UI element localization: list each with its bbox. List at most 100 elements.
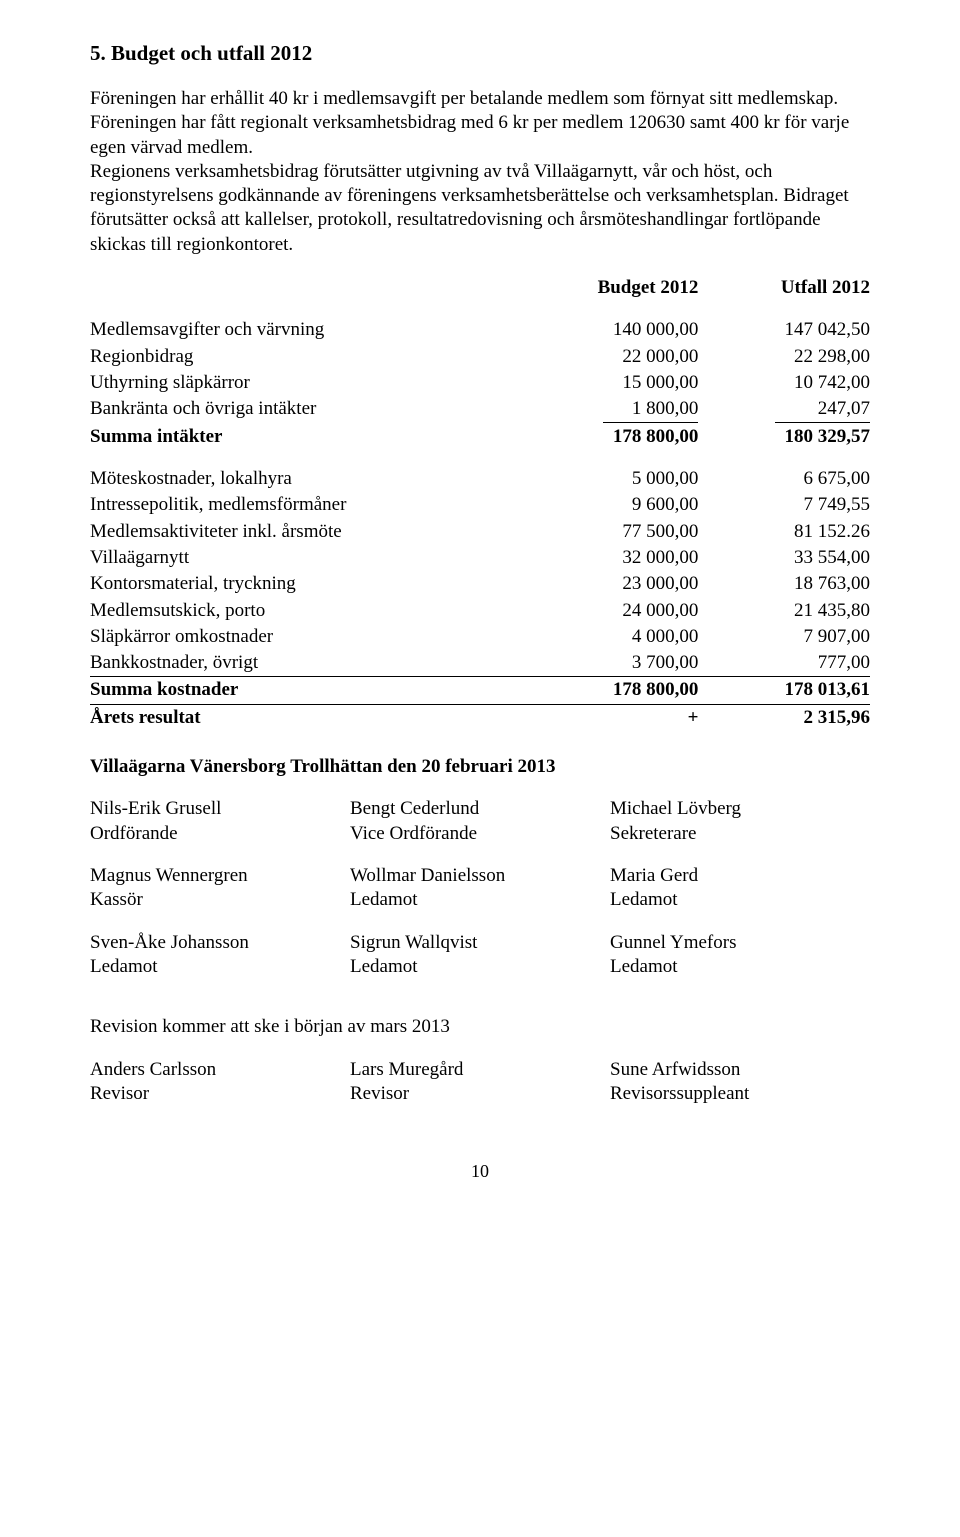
person-role: Ledamot xyxy=(350,888,610,912)
person-name: Sven-Åke Johansson xyxy=(90,931,350,955)
auditors-signatures: Anders CarlssonRevisorLars MuregårdRevis… xyxy=(90,1058,870,1125)
document-page: 5. Budget och utfall 2012 Föreningen har… xyxy=(0,0,960,1223)
person-role: Revisor xyxy=(350,1082,610,1106)
person-role: Sekreterare xyxy=(610,822,870,846)
row-label: Bankränta och övriga intäkter xyxy=(90,396,527,423)
person-role: Ordförande xyxy=(90,822,350,846)
result-sign: + xyxy=(527,704,699,731)
signature-cell: Bengt CederlundVice Ordförande xyxy=(350,797,610,864)
table-row: Medlemsavgifter och värvning140 000,0014… xyxy=(90,317,870,343)
row-budget: 5 000,00 xyxy=(527,466,699,492)
row-budget: 32 000,00 xyxy=(527,545,699,571)
person-role: Revisorssuppleant xyxy=(610,1082,870,1106)
row-utfall: 6 675,00 xyxy=(698,466,870,492)
signature-row: Nils-Erik GrusellOrdförandeBengt Cederlu… xyxy=(90,797,870,864)
person-role: Ledamot xyxy=(610,955,870,979)
person-name: Wollmar Danielsson xyxy=(350,864,610,888)
budget-table: Budget 2012 Utfall 2012 Medlemsavgifter … xyxy=(90,275,870,731)
result-label: Årets resultat xyxy=(90,704,527,731)
table-row: Villaägarnytt32 000,0033 554,00 xyxy=(90,545,870,571)
row-budget: 9 600,00 xyxy=(527,492,699,518)
section-heading: 5. Budget och utfall 2012 xyxy=(90,40,870,67)
person-name: Maria Gerd xyxy=(610,864,870,888)
person-role: Ledamot xyxy=(350,955,610,979)
person-role: Vice Ordförande xyxy=(350,822,610,846)
row-budget: 1 800,00 xyxy=(527,396,699,423)
signature-cell: Anders CarlssonRevisor xyxy=(90,1058,350,1125)
income-sum-row: Summa intäkter 178 800,00 180 329,57 xyxy=(90,424,870,450)
board-signatures: Nils-Erik GrusellOrdförandeBengt Cederlu… xyxy=(90,797,870,997)
row-utfall: 147 042,50 xyxy=(698,317,870,343)
row-budget: 77 500,00 xyxy=(527,519,699,545)
person-name: Nils-Erik Grusell xyxy=(90,797,350,821)
header-row: Budget 2012 Utfall 2012 xyxy=(90,275,870,301)
table-row: Möteskostnader, lokalhyra5 000,006 675,0… xyxy=(90,466,870,492)
result-value: 2 315,96 xyxy=(698,704,870,731)
signature-row: Magnus WennergrenKassörWollmar Danielsso… xyxy=(90,864,870,931)
row-budget: 22 000,00 xyxy=(527,344,699,370)
row-budget: 140 000,00 xyxy=(527,317,699,343)
row-label: Medlemsutskick, porto xyxy=(90,598,527,624)
row-label: Intressepolitik, medlemsförmåner xyxy=(90,492,527,518)
row-utfall: 81 152.26 xyxy=(698,519,870,545)
person-name: Lars Muregård xyxy=(350,1058,610,1082)
row-label: Medlemsavgifter och värvning xyxy=(90,317,527,343)
person-name: Magnus Wennergren xyxy=(90,864,350,888)
row-label: Medlemsaktiviteter inkl. årsmöte xyxy=(90,519,527,545)
row-budget: 3 700,00 xyxy=(527,650,699,677)
row-utfall: 247,07 xyxy=(698,396,870,423)
col-header-utfall: Utfall 2012 xyxy=(698,275,870,301)
row-utfall: 10 742,00 xyxy=(698,370,870,396)
table-row: Bankränta och övriga intäkter1 800,00247… xyxy=(90,396,870,423)
income-sum-label: Summa intäkter xyxy=(90,424,527,450)
person-role: Revisor xyxy=(90,1082,350,1106)
col-header-budget: Budget 2012 xyxy=(527,275,699,301)
row-budget: 15 000,00 xyxy=(527,370,699,396)
signature-cell: Sigrun WallqvistLedamot xyxy=(350,931,610,998)
table-row: Medlemsaktiviteter inkl. årsmöte77 500,0… xyxy=(90,519,870,545)
row-label: Bankkostnader, övrigt xyxy=(90,650,527,677)
signature-cell: Michael LövbergSekreterare xyxy=(610,797,870,864)
person-name: Anders Carlsson xyxy=(90,1058,350,1082)
signature-cell: Magnus WennergrenKassör xyxy=(90,864,350,931)
expense-sum-budget: 178 800,00 xyxy=(527,677,699,704)
signature-cell: Lars MuregårdRevisor xyxy=(350,1058,610,1125)
paragraph-1: Föreningen har erhållit 40 kr i medlemsa… xyxy=(90,87,870,111)
row-utfall: 777,00 xyxy=(698,650,870,677)
table-row: Medlemsutskick, porto24 000,0021 435,80 xyxy=(90,598,870,624)
row-label: Uthyrning släpkärror xyxy=(90,370,527,396)
income-sum-utfall: 180 329,57 xyxy=(698,424,870,450)
person-role: Ledamot xyxy=(90,955,350,979)
expense-sum-utfall: 178 013,61 xyxy=(698,677,870,704)
person-name: Bengt Cederlund xyxy=(350,797,610,821)
row-label: Möteskostnader, lokalhyra xyxy=(90,466,527,492)
income-sum-budget: 178 800,00 xyxy=(527,424,699,450)
person-name: Michael Lövberg xyxy=(610,797,870,821)
signature-cell: Wollmar DanielssonLedamot xyxy=(350,864,610,931)
expense-sum-row: Summa kostnader 178 800,00 178 013,61 xyxy=(90,677,870,704)
signature-row: Sven-Åke JohanssonLedamotSigrun Wallqvis… xyxy=(90,931,870,998)
row-budget: 4 000,00 xyxy=(527,624,699,650)
signature-row: Anders CarlssonRevisorLars MuregårdRevis… xyxy=(90,1058,870,1125)
page-number: 10 xyxy=(90,1160,870,1183)
paragraph-2: Föreningen har fått regionalt verksamhet… xyxy=(90,111,870,160)
table-row: Bankkostnader, övrigt3 700,00777,00 xyxy=(90,650,870,677)
table-row: Släpkärror omkostnader4 000,007 907,00 xyxy=(90,624,870,650)
row-utfall: 21 435,80 xyxy=(698,598,870,624)
row-utfall: 7 749,55 xyxy=(698,492,870,518)
person-role: Kassör xyxy=(90,888,350,912)
revision-note: Revision kommer att ske i början av mars… xyxy=(90,1015,870,1039)
person-name: Sigrun Wallqvist xyxy=(350,931,610,955)
signature-cell: Sven-Åke JohanssonLedamot xyxy=(90,931,350,998)
expense-sum-label: Summa kostnader xyxy=(90,677,527,704)
person-role: Ledamot xyxy=(610,888,870,912)
table-row: Uthyrning släpkärror15 000,0010 742,00 xyxy=(90,370,870,396)
table-row: Regionbidrag22 000,0022 298,00 xyxy=(90,344,870,370)
person-name: Gunnel Ymefors xyxy=(610,931,870,955)
row-utfall: 18 763,00 xyxy=(698,571,870,597)
row-utfall: 33 554,00 xyxy=(698,545,870,571)
table-row: Kontorsmaterial, tryckning23 000,0018 76… xyxy=(90,571,870,597)
row-utfall: 7 907,00 xyxy=(698,624,870,650)
row-budget: 23 000,00 xyxy=(527,571,699,597)
row-utfall: 22 298,00 xyxy=(698,344,870,370)
